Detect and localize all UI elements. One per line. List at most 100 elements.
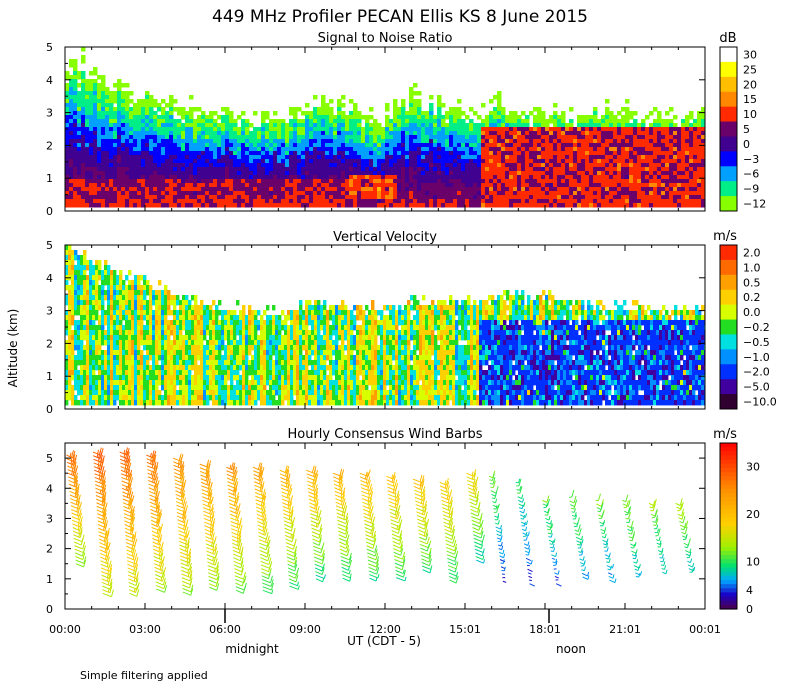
vv-cell [107, 285, 111, 291]
snr-cell [477, 171, 482, 176]
snr-cell [497, 131, 502, 136]
vv-cell [107, 380, 111, 386]
snr-cell [377, 155, 382, 160]
snr-cell [269, 123, 274, 128]
snr-cell [513, 131, 518, 136]
snr-cell [245, 143, 250, 148]
snr-cell [525, 191, 530, 196]
snr-cell [101, 123, 106, 128]
snr-cell [601, 175, 606, 180]
snr-cell [113, 119, 118, 124]
snr-cell [649, 191, 654, 196]
snr-cell [349, 155, 354, 160]
snr-cell [241, 199, 246, 204]
snr-cell [437, 187, 442, 192]
snr-cell [409, 95, 414, 100]
snr-cell [261, 183, 266, 188]
snr-cell [329, 119, 334, 124]
snr-cell [585, 139, 590, 144]
snr-cell [69, 179, 74, 184]
vv-cell [74, 265, 78, 271]
snr-cell [457, 151, 462, 156]
snr-cell [201, 159, 206, 164]
snr-cell [629, 151, 634, 156]
vv-cell [71, 300, 75, 306]
snr-cell [133, 191, 138, 196]
snr-cell [441, 163, 446, 168]
snr-cell [193, 163, 198, 168]
vv-cell [80, 375, 84, 381]
vv-cell [89, 270, 93, 276]
snr-cell [113, 131, 118, 136]
vv-cell [119, 385, 123, 391]
snr-cell [117, 187, 122, 192]
snr-cell [357, 147, 362, 152]
snr-cell [425, 155, 430, 160]
vv-cell [125, 315, 129, 321]
snr-cell [605, 111, 610, 116]
snr-cell [197, 123, 202, 128]
snr-cell [77, 75, 82, 80]
snr-cell [265, 187, 270, 192]
snr-cell [241, 183, 246, 188]
vv-cell [152, 340, 156, 346]
snr-cell [65, 155, 70, 160]
snr-cell [561, 127, 566, 132]
snr-cell [153, 203, 158, 208]
vv-cell [86, 265, 90, 271]
snr-cell [409, 151, 414, 156]
snr-cell [501, 139, 506, 144]
snr-cell [165, 119, 170, 124]
snr-cell [133, 115, 138, 120]
vv-cell [98, 285, 102, 291]
snr-cell [237, 143, 242, 148]
snr-cell [297, 187, 302, 192]
snr-cell [161, 119, 166, 124]
snr-cell [253, 175, 258, 180]
snr-cell [497, 111, 502, 116]
snr-cell [169, 107, 174, 112]
snr-cell [277, 171, 282, 176]
vv-cell [86, 385, 90, 391]
snr-cell [145, 115, 150, 120]
snr-cell [305, 187, 310, 192]
snr-cell [537, 107, 542, 112]
vv-cell [71, 340, 75, 346]
snr-cell [377, 195, 382, 200]
vv-cell [149, 370, 153, 376]
vv-cell [77, 380, 81, 386]
snr-cell [577, 179, 582, 184]
vv-cell [173, 300, 177, 306]
snr-cell [701, 127, 705, 132]
snr-cell [245, 167, 250, 172]
snr-cell [101, 79, 106, 84]
snr-cell [525, 127, 530, 132]
snr-cell [117, 91, 122, 96]
snr-cell [145, 199, 150, 204]
snr-cell [401, 119, 406, 124]
snr-cell [245, 123, 250, 128]
snr-cell [97, 75, 102, 80]
snr-cell [141, 195, 146, 200]
snr-cell [641, 167, 646, 172]
snr-cell [385, 167, 390, 172]
vv-cell [68, 255, 72, 261]
snr-cell [65, 179, 70, 184]
snr-cell [113, 203, 118, 208]
snr-cell [657, 111, 662, 116]
snr-cell [173, 167, 178, 172]
snr-cell [93, 187, 98, 192]
vv-cell [143, 380, 147, 386]
snr-cell [229, 139, 234, 144]
snr-cell [233, 175, 238, 180]
snr-cell [305, 159, 310, 164]
snr-colorbar-label: 5 [743, 123, 750, 136]
vv-cell [155, 350, 159, 356]
snr-cell [245, 159, 250, 164]
snr-cell [437, 195, 442, 200]
snr-cell [545, 143, 550, 148]
snr-cell [361, 191, 366, 196]
snr-cell [685, 199, 690, 204]
snr-cell [465, 131, 470, 136]
snr-cell [481, 103, 486, 108]
